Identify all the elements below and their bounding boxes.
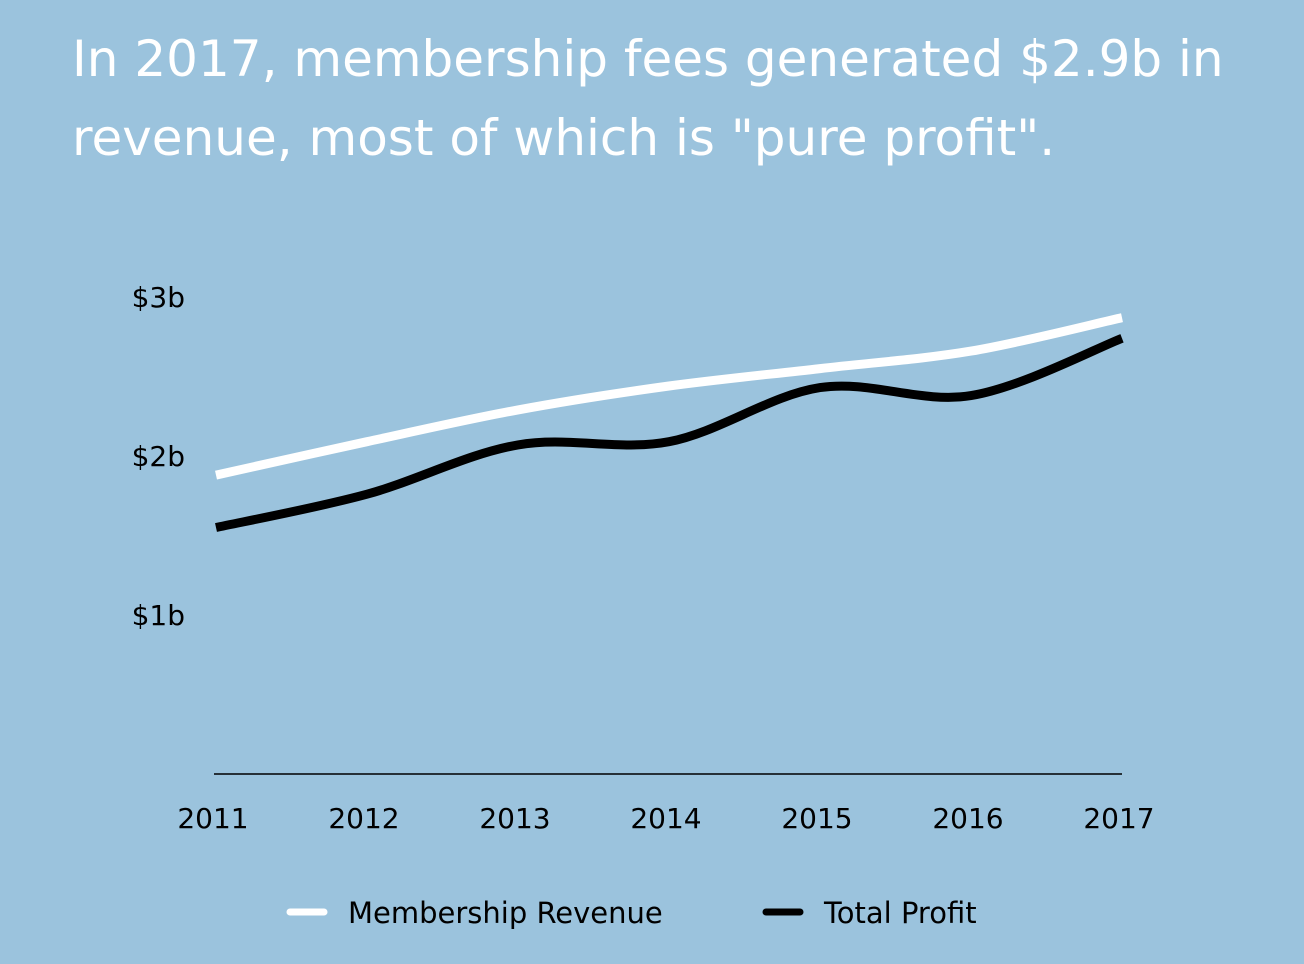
- x-tick-label: 2011: [177, 802, 248, 835]
- chart-title: In 2017, membership fees generated $2.9b…: [72, 30, 1224, 167]
- x-tick-label: 2015: [781, 802, 852, 835]
- x-tick-label: 2017: [1083, 802, 1154, 835]
- x-tick-label: 2016: [932, 802, 1003, 835]
- legend: Membership Revenue Total Profit: [286, 896, 977, 930]
- y-axis-ticks: $3b $2b $1b: [132, 281, 185, 632]
- series-line-total-profit: [215, 334, 1124, 532]
- x-axis-ticks: 2011 2012 2013 2014 2015 2016 2017: [177, 802, 1154, 835]
- x-tick-label: 2012: [328, 802, 399, 835]
- legend-label: Total Profit: [823, 896, 977, 930]
- series-lines: [215, 313, 1124, 532]
- y-tick-label: $2b: [132, 440, 185, 473]
- x-tick-label: 2013: [479, 802, 550, 835]
- x-tick-label: 2014: [630, 802, 701, 835]
- y-tick-label: $3b: [132, 281, 185, 314]
- legend-label: Membership Revenue: [348, 896, 663, 930]
- y-tick-label: $1b: [132, 599, 185, 632]
